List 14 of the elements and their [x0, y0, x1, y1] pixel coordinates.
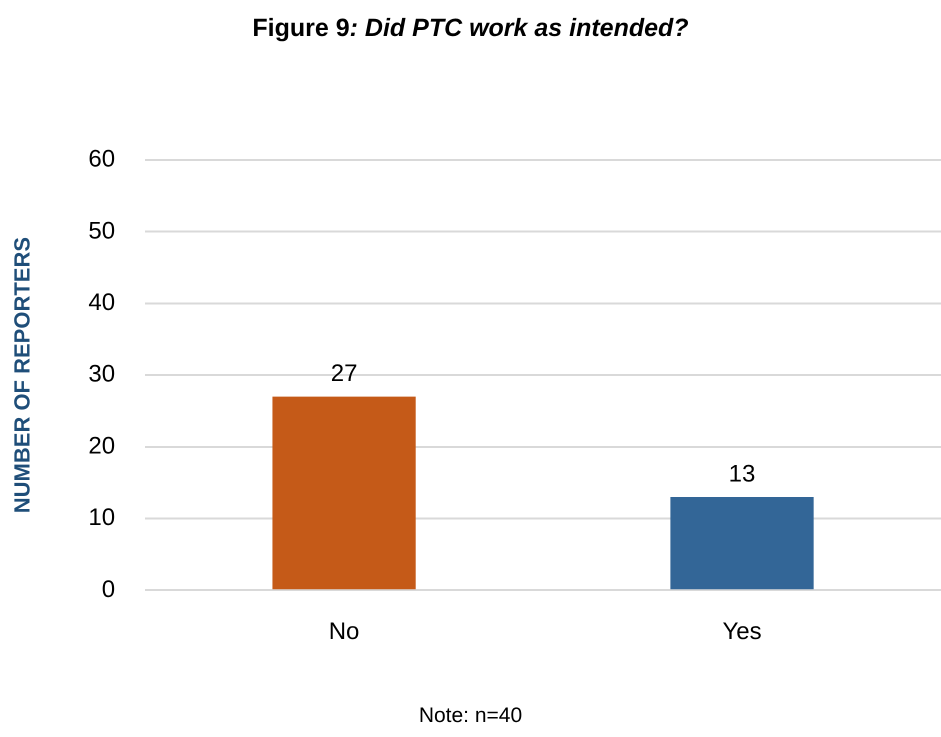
y-axis-title: NUMBER OF REPORTERS — [9, 236, 34, 514]
text: Note: n=40 — [418, 704, 524, 728]
chart-title: Figure 9: Did PTC work as intended? — [252, 14, 689, 42]
data-label: 27 — [330, 360, 358, 388]
y-tick-label: 20 — [88, 432, 116, 460]
x-tick-label: Yes — [722, 618, 762, 646]
y-tick-label: 50 — [88, 217, 116, 244]
y-tick-label: 40 — [88, 289, 116, 316]
y-tick-label: 60 — [88, 146, 116, 173]
y-tick-label: 30 — [88, 360, 116, 388]
x-tick-label: No — [328, 618, 360, 646]
y-tick-label: 10 — [88, 504, 116, 532]
data-label: 13 — [728, 460, 756, 488]
y-tick-label: 0 — [102, 576, 116, 603]
